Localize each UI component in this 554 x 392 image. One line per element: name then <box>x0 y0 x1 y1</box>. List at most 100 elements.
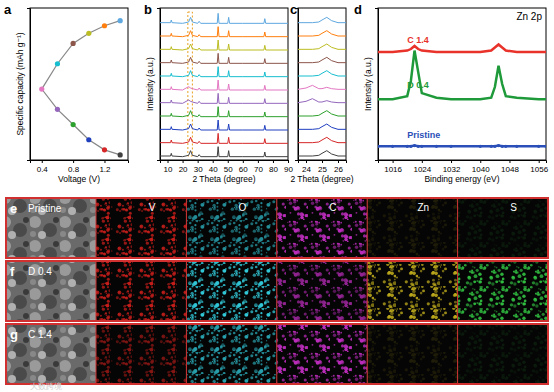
x-axis: 0.4 0.8 1.2 <box>31 160 129 174</box>
map-bg <box>458 324 548 384</box>
x-tick-label: 26 <box>334 165 343 174</box>
series-line <box>298 111 346 116</box>
series-line <box>298 85 346 89</box>
panel-1: 1020304050607080902 Theta (degree)Intens… <box>144 2 293 184</box>
column-label: Zn <box>417 202 429 213</box>
mapping-row: VOCZnSePristine <box>6 198 548 258</box>
map-bg <box>277 198 367 258</box>
series-line <box>298 137 346 142</box>
x-label: Voltage (V) <box>58 174 100 184</box>
series-line <box>160 80 288 90</box>
y-axis <box>375 9 379 161</box>
column-label: O <box>239 202 247 213</box>
marker <box>420 145 423 148</box>
tile-divider <box>367 261 368 321</box>
x-axis: 242526 <box>299 160 347 174</box>
x-tick-mark <box>213 160 214 163</box>
series-line <box>160 67 288 77</box>
tile-divider <box>186 261 187 321</box>
map-image <box>367 324 457 384</box>
x-tick-label: 1048 <box>501 165 519 174</box>
x-tick: 0.4 <box>37 160 49 174</box>
marker <box>378 145 380 148</box>
x-tick-mark <box>258 160 259 163</box>
x-tick-mark <box>243 160 244 163</box>
x-tick-mark <box>338 160 339 163</box>
panel-label: g <box>10 327 18 342</box>
x-tick-label: 80 <box>269 165 278 174</box>
sem-image <box>6 261 96 321</box>
marker <box>86 137 91 142</box>
tile-divider <box>457 324 458 384</box>
x-tick: 1032 <box>443 160 461 174</box>
y-label: Intensity (a.u.) <box>145 57 155 111</box>
x-tick: 1.2 <box>99 160 111 174</box>
series-line <box>298 99 346 103</box>
marker <box>409 145 412 148</box>
sem-image <box>6 324 96 384</box>
x-tick-label: 40 <box>209 165 218 174</box>
series-line <box>378 44 546 52</box>
marker <box>118 152 123 157</box>
map-bg <box>186 324 276 384</box>
marker <box>71 41 76 46</box>
plot-area <box>298 17 346 156</box>
x-tick: 20 <box>179 160 188 174</box>
x-tick: 0.8 <box>68 160 80 174</box>
series-label: D 0.4 <box>407 80 429 90</box>
series-label: Pristine <box>407 130 440 140</box>
y-axis <box>27 9 31 161</box>
series-line <box>160 27 288 37</box>
map-image <box>96 198 186 258</box>
marker <box>118 18 123 23</box>
x-tick-mark <box>322 160 323 163</box>
tile-divider <box>186 324 187 384</box>
series-line <box>298 17 346 22</box>
figure: 0.4 0.8 1.2Voltage (V) Specific capacity (m… <box>0 0 554 392</box>
map-image <box>458 198 548 258</box>
tile-divider <box>457 261 458 321</box>
marker <box>102 147 107 152</box>
tile-divider <box>96 261 97 321</box>
row-label: C 1.4 <box>28 329 52 340</box>
column-label: V <box>149 202 156 213</box>
series-line <box>42 21 120 155</box>
x-label: Binding energy (eV) <box>424 174 499 184</box>
series-line <box>298 71 346 76</box>
x-tick-label: 50 <box>224 165 233 174</box>
series-line <box>298 151 346 156</box>
map-bg <box>96 324 186 384</box>
marker <box>479 145 482 148</box>
x-tick: 1056 <box>530 160 548 174</box>
marker <box>449 145 452 148</box>
tile-divider <box>548 198 549 258</box>
y-label: Intensity (a.u.) <box>363 57 373 111</box>
x-tick-mark <box>422 160 423 163</box>
x-tick: 80 <box>269 160 278 174</box>
x-tick-mark <box>509 160 510 163</box>
x-tick-mark <box>288 160 289 163</box>
x-tick-label: 1056 <box>530 165 548 174</box>
row-frame <box>6 324 548 384</box>
x-tick-label: 30 <box>194 165 203 174</box>
map-image <box>367 261 457 321</box>
map-bg <box>277 324 367 384</box>
marker <box>537 145 540 148</box>
x-tick-label: 25 <box>318 165 327 174</box>
map-image <box>277 198 367 258</box>
marker <box>55 107 60 112</box>
map-bg <box>96 261 186 321</box>
map-image <box>458 324 548 384</box>
marker <box>504 145 507 148</box>
panel-label: a <box>4 2 12 17</box>
y-label: Specific capacity (mAh g⁻¹) <box>15 32 25 135</box>
plot-area <box>160 13 288 156</box>
frame <box>160 8 288 160</box>
x-tick-label: 10 <box>164 165 173 174</box>
x-label: 2 Theta (degree) <box>192 174 255 184</box>
x-label: 2 Theta (degree) <box>290 174 353 184</box>
x-axis-line <box>161 161 289 164</box>
x-tick-mark <box>273 160 274 163</box>
tile-divider <box>276 324 277 384</box>
series-line <box>298 31 346 36</box>
